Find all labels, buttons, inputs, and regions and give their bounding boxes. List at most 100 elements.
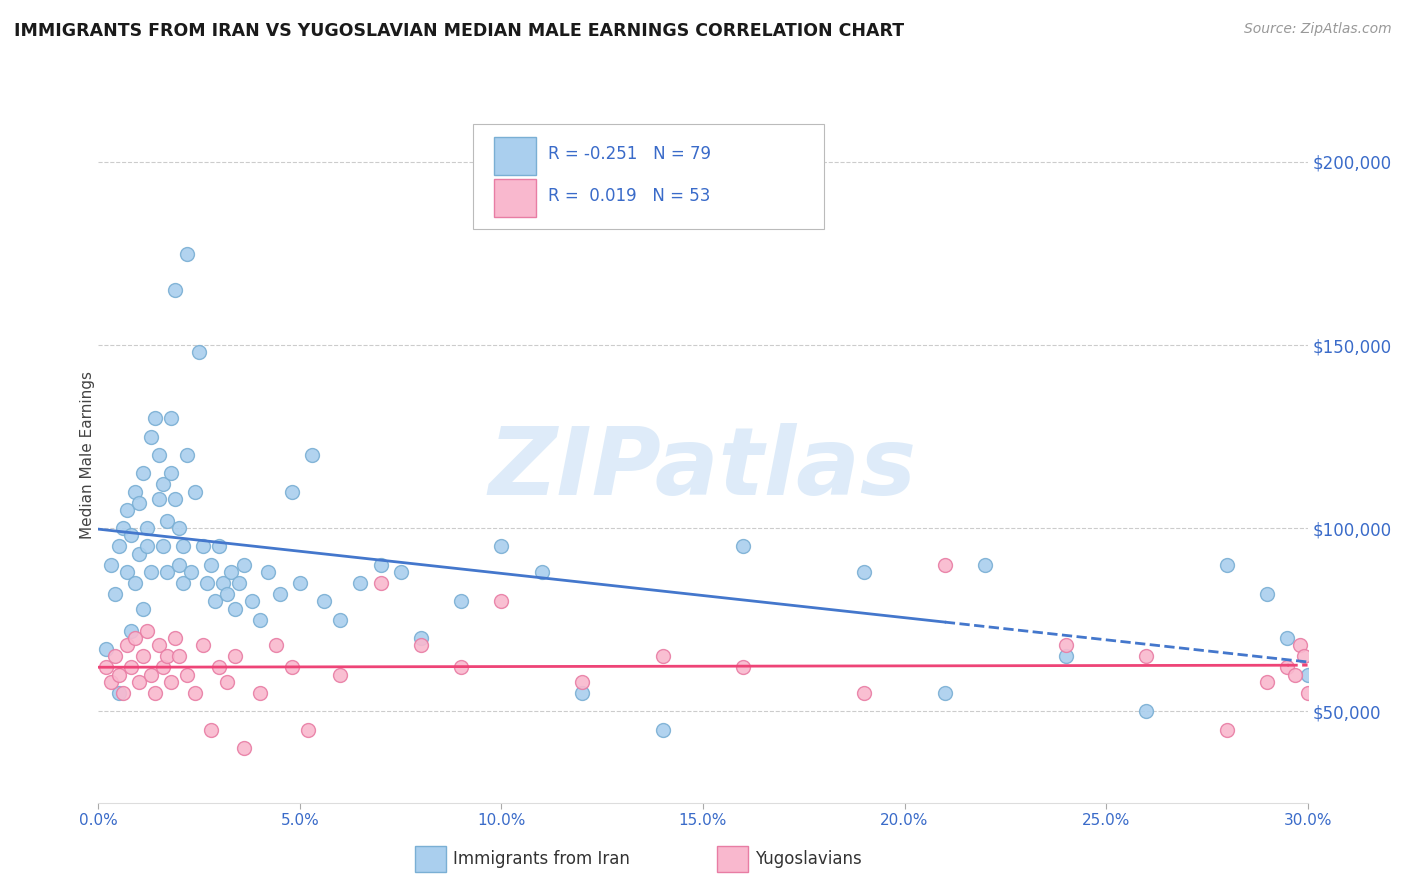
Point [1288,638,1310,652]
Point [111,686,134,700]
Point [491,540,513,554]
Point [139,565,162,579]
Point [120,624,142,638]
Point [160,675,183,690]
Point [530,565,553,579]
Point [571,675,593,690]
Point [163,283,186,297]
Point [135,624,157,638]
Point [188,345,211,359]
Point [200,558,222,572]
Point [208,540,231,554]
Point [232,740,254,755]
Point [152,660,174,674]
Point [193,638,215,652]
Point [103,587,125,601]
FancyBboxPatch shape [474,124,824,229]
Point [204,594,226,608]
Point [100,558,122,572]
Point [148,448,170,462]
Point [160,467,183,481]
Point [124,484,146,499]
Point [1284,667,1306,681]
Point [571,686,593,700]
Point [329,613,352,627]
Point [249,686,271,700]
Text: ZIPatlas: ZIPatlas [489,423,917,515]
Point [139,429,162,443]
Point [96,660,118,674]
Point [409,631,432,645]
Point [297,723,319,737]
Point [409,638,432,652]
Point [450,660,472,674]
Point [96,642,118,657]
Point [301,448,323,462]
Point [281,660,304,674]
Point [1256,587,1278,601]
Point [329,667,352,681]
Point [143,686,166,700]
Point [163,631,186,645]
Point [124,631,146,645]
Point [208,660,231,674]
Point [156,649,179,664]
Point [1296,667,1319,681]
Point [132,601,155,615]
Point [120,528,142,542]
Point [120,660,142,674]
Point [176,448,198,462]
Text: Yugoslavians: Yugoslavians [755,850,862,868]
Point [195,576,218,591]
Point [314,594,336,608]
Point [1054,638,1077,652]
Point [152,477,174,491]
Point [1277,660,1299,674]
Point [934,686,956,700]
Point [389,565,412,579]
Point [135,521,157,535]
Point [281,484,304,499]
Point [217,675,239,690]
Point [200,723,222,737]
Point [1216,558,1239,572]
Point [1054,649,1077,664]
Y-axis label: Median Male Earnings: Median Male Earnings [80,371,94,539]
Point [100,675,122,690]
Point [249,613,271,627]
Point [184,484,207,499]
Point [156,565,179,579]
Point [1135,649,1157,664]
Point [193,540,215,554]
Point [228,576,250,591]
Point [1305,660,1327,674]
Point [349,576,371,591]
Point [269,587,291,601]
Point [128,675,150,690]
Point [733,540,755,554]
Point [651,723,673,737]
Point [143,411,166,425]
Point [1292,649,1315,664]
Point [176,246,198,260]
Point [132,467,155,481]
Point [1256,675,1278,690]
Point [176,667,198,681]
Point [115,503,138,517]
Point [184,686,207,700]
Point [107,540,129,554]
Point [733,660,755,674]
Point [224,601,246,615]
Point [107,686,129,700]
Point [370,576,392,591]
Text: Source: ZipAtlas.com: Source: ZipAtlas.com [1244,22,1392,37]
Point [1277,631,1299,645]
Point [1296,686,1319,700]
Point [651,649,673,664]
Point [1135,704,1157,718]
Point [224,649,246,664]
Point [1316,686,1339,700]
Point [370,558,392,572]
Point [111,521,134,535]
Point [107,667,129,681]
